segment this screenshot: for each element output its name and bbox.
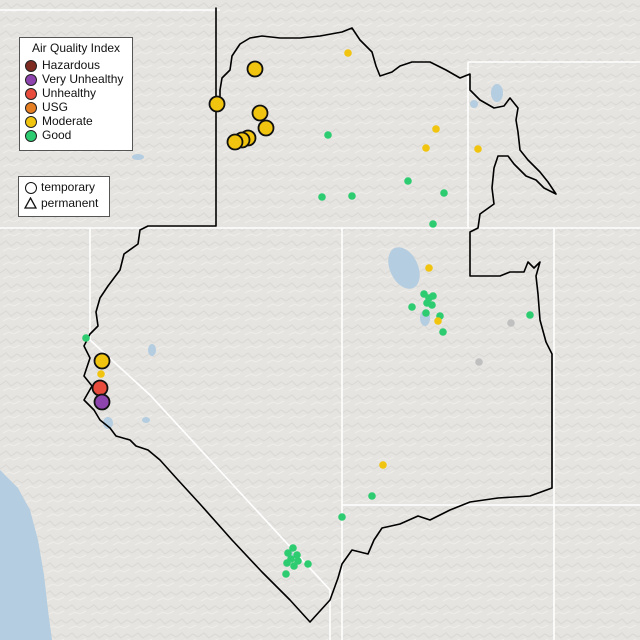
permanent-monitor-marker[interactable] — [290, 562, 298, 570]
permanent-monitor-marker[interactable] — [425, 264, 433, 272]
state-borders — [0, 9, 640, 640]
permanent-monitor-marker[interactable] — [344, 49, 352, 57]
legend-label-usg: USG — [42, 100, 69, 114]
lake-1 — [132, 154, 144, 160]
permanent-monitor-marker[interactable] — [348, 192, 356, 200]
circle-icon — [25, 182, 37, 194]
moderate-swatch-icon — [25, 116, 37, 128]
temporary-monitor-marker[interactable] — [93, 393, 111, 411]
legend-label-temporary: temporary — [41, 180, 96, 194]
pyramid-lake — [148, 344, 156, 356]
permanent-monitor-marker[interactable] — [422, 309, 430, 317]
permanent-monitor-marker[interactable] — [284, 549, 292, 557]
usg-swatch-icon — [25, 102, 37, 114]
legend-label-hazardous: Hazardous — [42, 58, 101, 72]
permanent-monitor-marker[interactable] — [324, 131, 332, 139]
permanent-monitor-marker[interactable] — [404, 177, 412, 185]
permanent-monitor-marker[interactable] — [293, 551, 301, 559]
permanent-monitor-marker[interactable] — [97, 370, 105, 378]
triangle-icon — [24, 197, 37, 209]
legend-label-moderate: Moderate — [42, 114, 93, 128]
region-outline — [83, 7, 557, 623]
permanent-monitor-marker[interactable] — [282, 570, 290, 578]
permanent-monitor-marker[interactable] — [422, 144, 430, 152]
aqi-legend-title: Air Quality Index — [32, 41, 121, 55]
permanent-monitor-marker[interactable] — [429, 220, 437, 228]
permanent-monitor-marker[interactable] — [526, 311, 534, 319]
permanent-monitors[interactable] — [82, 49, 534, 578]
temporary-monitor-marker[interactable] — [257, 119, 275, 137]
permanent-monitor-marker[interactable] — [432, 125, 440, 133]
temporary-monitor-marker[interactable] — [208, 95, 226, 113]
permanent-monitor-marker[interactable] — [338, 513, 346, 521]
temporary-monitor-marker[interactable] — [246, 60, 264, 78]
permanent-monitor-marker[interactable] — [428, 301, 436, 309]
permanent-monitor-marker[interactable] — [283, 559, 291, 567]
permanent-monitor-marker[interactable] — [318, 193, 326, 201]
permanent-monitor-marker[interactable] — [408, 303, 416, 311]
walker-lake — [142, 417, 150, 423]
temporary-monitor-marker[interactable] — [251, 104, 269, 122]
lakes — [103, 84, 503, 560]
jackson-lake — [470, 100, 478, 108]
permanent-monitor-marker[interactable] — [439, 328, 447, 336]
good-swatch-icon — [25, 130, 37, 142]
temporary-monitor-marker[interactable] — [226, 133, 244, 151]
permanent-monitor-marker[interactable] — [475, 358, 483, 366]
permanent-monitor-marker[interactable] — [82, 334, 90, 342]
border-ca-nv — [89, 228, 331, 640]
permanent-monitor-marker[interactable] — [379, 461, 387, 469]
permanent-monitor-marker[interactable] — [429, 292, 437, 300]
permanent-monitor-marker[interactable] — [289, 544, 297, 552]
legend-label-unhealthy: Unhealthy — [42, 86, 97, 100]
monitor-type-legend: temporary permanent — [18, 176, 110, 217]
permanent-monitor-marker[interactable] — [440, 189, 448, 197]
yellowstone-lake — [491, 84, 503, 102]
temporary-monitors[interactable] — [91, 60, 275, 411]
permanent-monitor-marker[interactable] — [507, 319, 515, 327]
permanent-monitor-marker[interactable] — [368, 492, 376, 500]
temporary-monitor-marker[interactable] — [91, 379, 109, 397]
legend-label-permanent: permanent — [41, 196, 99, 210]
permanent-monitor-marker[interactable] — [304, 560, 312, 568]
permanent-monitor-marker[interactable] — [434, 317, 442, 325]
very-unhealthy-swatch-icon — [25, 74, 37, 86]
hazardous-swatch-icon — [25, 60, 37, 72]
permanent-monitor-marker[interactable] — [474, 145, 482, 153]
great-salt-lake — [388, 247, 420, 289]
legend-label-good: Good — [42, 128, 72, 142]
pacific-ocean — [0, 470, 52, 640]
legend-label-very-unhealthy: Very Unhealthy — [42, 72, 124, 86]
temporary-monitor-marker[interactable] — [93, 352, 111, 370]
aqi-legend: Air Quality Index Hazardous Very Unhealt… — [19, 37, 133, 151]
lake-tahoe — [103, 417, 113, 429]
unhealthy-swatch-icon — [25, 88, 37, 100]
